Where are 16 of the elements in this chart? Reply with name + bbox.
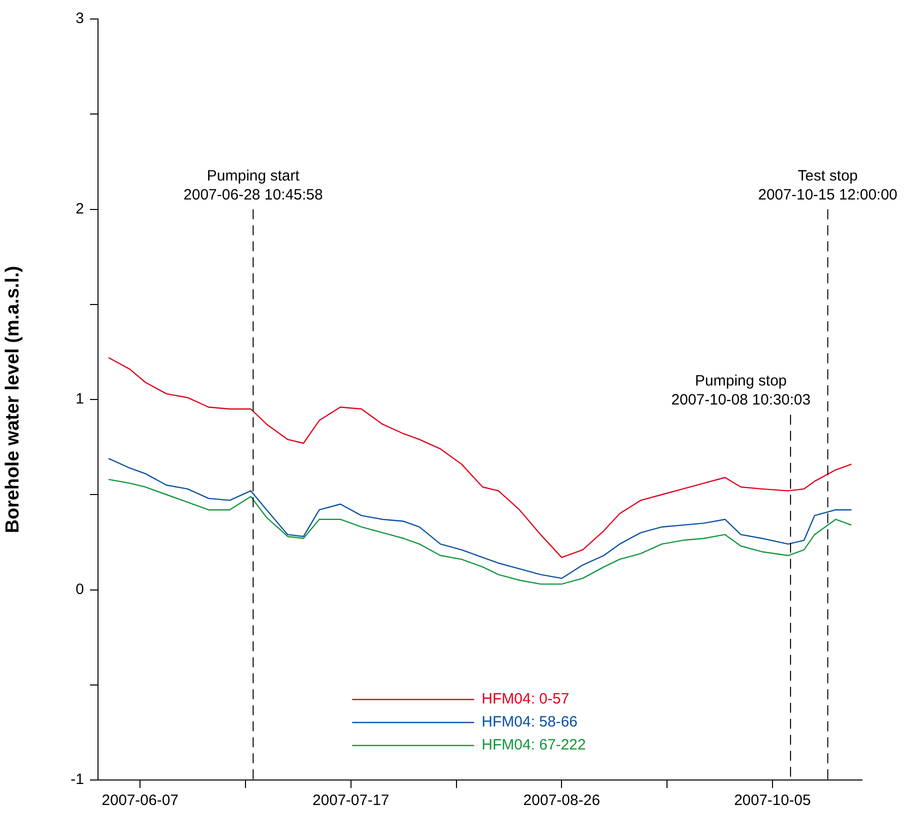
text: HFM04: 0-57	[482, 690, 570, 708]
y-axis-title: Borehole water level (m.a.s.l.)	[2, 266, 24, 534]
ref-line-label: Pumping stop 2007-10-08 10:30:03	[671, 372, 811, 409]
x-tick-label: 2007-07-17	[312, 792, 390, 810]
y-tick-label: 0	[76, 580, 84, 598]
y-tick-label: 3	[76, 10, 84, 28]
x-tick-label: 2007-06-07	[102, 792, 179, 810]
text: HFM04: 67-222	[482, 736, 586, 754]
x-tick-label: 2007-10-05	[734, 792, 811, 810]
y-tick-label: -1	[70, 771, 84, 788]
y-tick-label: 1	[76, 390, 84, 408]
x-tick-label: 2007-08-26	[523, 792, 600, 810]
ref-line-label: Test stop 2007-10-15 12:00:00	[758, 167, 898, 204]
text: HFM04: 58-66	[482, 714, 578, 731]
y-tick-label: 2	[76, 200, 84, 218]
ref-line-label: Pumping start 2007-06-28 10:45:58	[184, 167, 323, 204]
